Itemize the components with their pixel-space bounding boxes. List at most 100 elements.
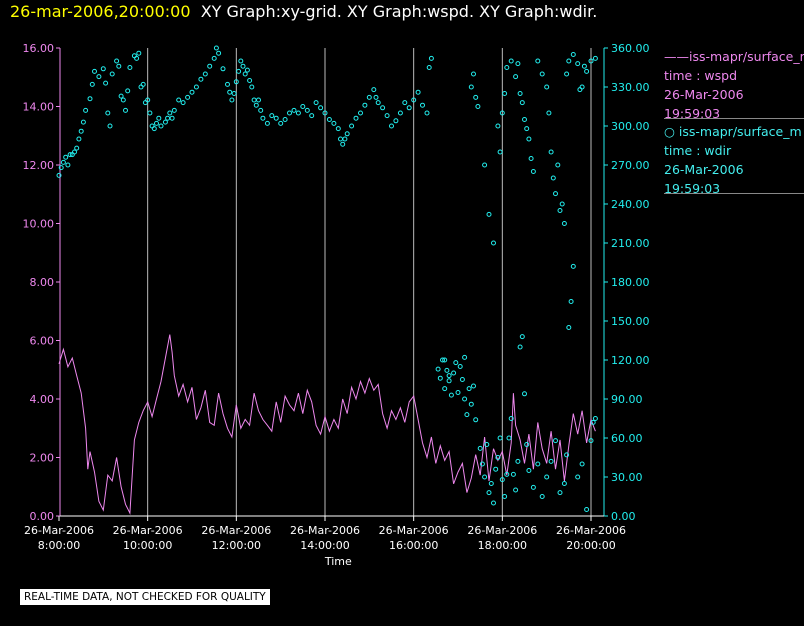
right-tick-label: 180.00 [611, 276, 650, 289]
wdir-point [358, 110, 363, 116]
wdir-point [260, 115, 266, 121]
wdir-point [154, 120, 159, 126]
wdir-point [466, 386, 472, 392]
wdir-point [471, 383, 476, 389]
wdir-point [473, 94, 479, 100]
wdir-point [528, 156, 534, 161]
legend-wdir-variable: ○ iss-mapr/surface_m [664, 124, 802, 139]
wdir-point [559, 201, 565, 207]
wdir-point [561, 221, 567, 226]
x-tick-label-time: 12:00:00 [212, 539, 261, 552]
wdir-point [134, 55, 140, 61]
wdir-point [171, 107, 177, 113]
wdir-point [493, 466, 499, 472]
wdir-point [482, 162, 488, 168]
wdir-point [353, 115, 359, 121]
wdir-point [78, 128, 84, 134]
wdir-point [216, 50, 222, 56]
right-tick-label: 60.00 [611, 432, 643, 445]
wdir-point [546, 110, 552, 116]
wdir-point [83, 107, 89, 113]
wdir-point [375, 100, 381, 106]
wdir-point [233, 79, 239, 85]
wdir-point [510, 471, 516, 477]
wdir-point [592, 416, 598, 421]
wdir-point [581, 63, 587, 69]
wdir-point [411, 97, 417, 103]
wdir-point [331, 120, 337, 126]
legend-divider [664, 193, 804, 194]
wdir-point [123, 107, 128, 113]
wdir-point [56, 172, 62, 178]
wdir-point [120, 97, 126, 103]
wdir-point [457, 364, 463, 369]
wdir-point [442, 386, 448, 392]
wdir-point [131, 53, 137, 59]
wdir-point [193, 84, 199, 90]
wdir-point [264, 120, 270, 126]
wdir-point [526, 468, 532, 473]
wdir-point [273, 115, 279, 121]
wdir-point [65, 162, 71, 168]
wdir-point [92, 68, 97, 74]
wdir-point [227, 89, 233, 95]
wdir-point [291, 107, 297, 113]
wdir-point [145, 97, 151, 103]
wdir-point [428, 55, 434, 61]
wdir-point [287, 110, 292, 116]
wdir-point [557, 208, 563, 213]
wdir-point [535, 58, 541, 64]
wdir-point [482, 474, 488, 480]
wdir-point [442, 357, 448, 363]
x-tick-label-date: 26-Mar-2006 [379, 524, 449, 537]
wdir-point [473, 417, 479, 423]
wdir-point [539, 71, 545, 77]
wdir-point [340, 141, 346, 147]
wdir-point [138, 84, 144, 90]
right-tick-label: 120.00 [611, 354, 650, 367]
wdir-point [486, 490, 492, 496]
wdir-point [561, 481, 567, 486]
wdir-point [100, 66, 106, 72]
wdir-point [127, 65, 133, 70]
right-tick-label: 0.00 [611, 510, 636, 523]
wdir-point [459, 377, 465, 382]
wdir-point [149, 123, 155, 129]
wdir-point [103, 80, 109, 86]
wdir-point [508, 416, 514, 421]
wdir-point [247, 78, 253, 83]
wdir-point [464, 412, 470, 418]
legend-divider [664, 118, 804, 119]
wdir-point [189, 89, 195, 95]
wdir-point [519, 100, 525, 106]
wdir-point [335, 126, 341, 132]
wdir-point [499, 110, 505, 116]
wdir-point [240, 63, 246, 69]
wdir-point [366, 94, 372, 100]
x-tick-label-date: 26-Mar-2006 [24, 524, 94, 537]
wdir-point [198, 76, 204, 82]
wdir-point [564, 452, 570, 458]
wdir-point [515, 61, 521, 67]
wdir-point [169, 115, 175, 121]
wdir-point [535, 461, 541, 467]
left-tick-label: 8.00 [30, 276, 55, 289]
x-tick-label-date: 26-Mar-2006 [290, 524, 360, 537]
right-tick-label: 360.00 [611, 42, 650, 55]
left-tick-label: 2.00 [30, 452, 55, 465]
wdir-point [74, 145, 80, 151]
circle-marker-icon: ○ [664, 124, 675, 139]
left-tick-label: 10.00 [23, 218, 55, 231]
wdir-point [486, 211, 492, 217]
wdir-point [349, 123, 355, 129]
wdir-point [477, 445, 483, 451]
wdir-point [446, 378, 452, 384]
legend-wspd-date: 26-Mar-2006 [664, 87, 744, 102]
legend-wdir-time: 19:59:03 [664, 181, 721, 196]
left-tick-label: 0.00 [30, 510, 55, 523]
wdir-point [471, 71, 476, 77]
wdir-point [118, 93, 124, 99]
x-tick-label-time: 10:00:00 [123, 539, 172, 552]
wdir-point [380, 105, 386, 111]
wspd-line [58, 334, 596, 515]
